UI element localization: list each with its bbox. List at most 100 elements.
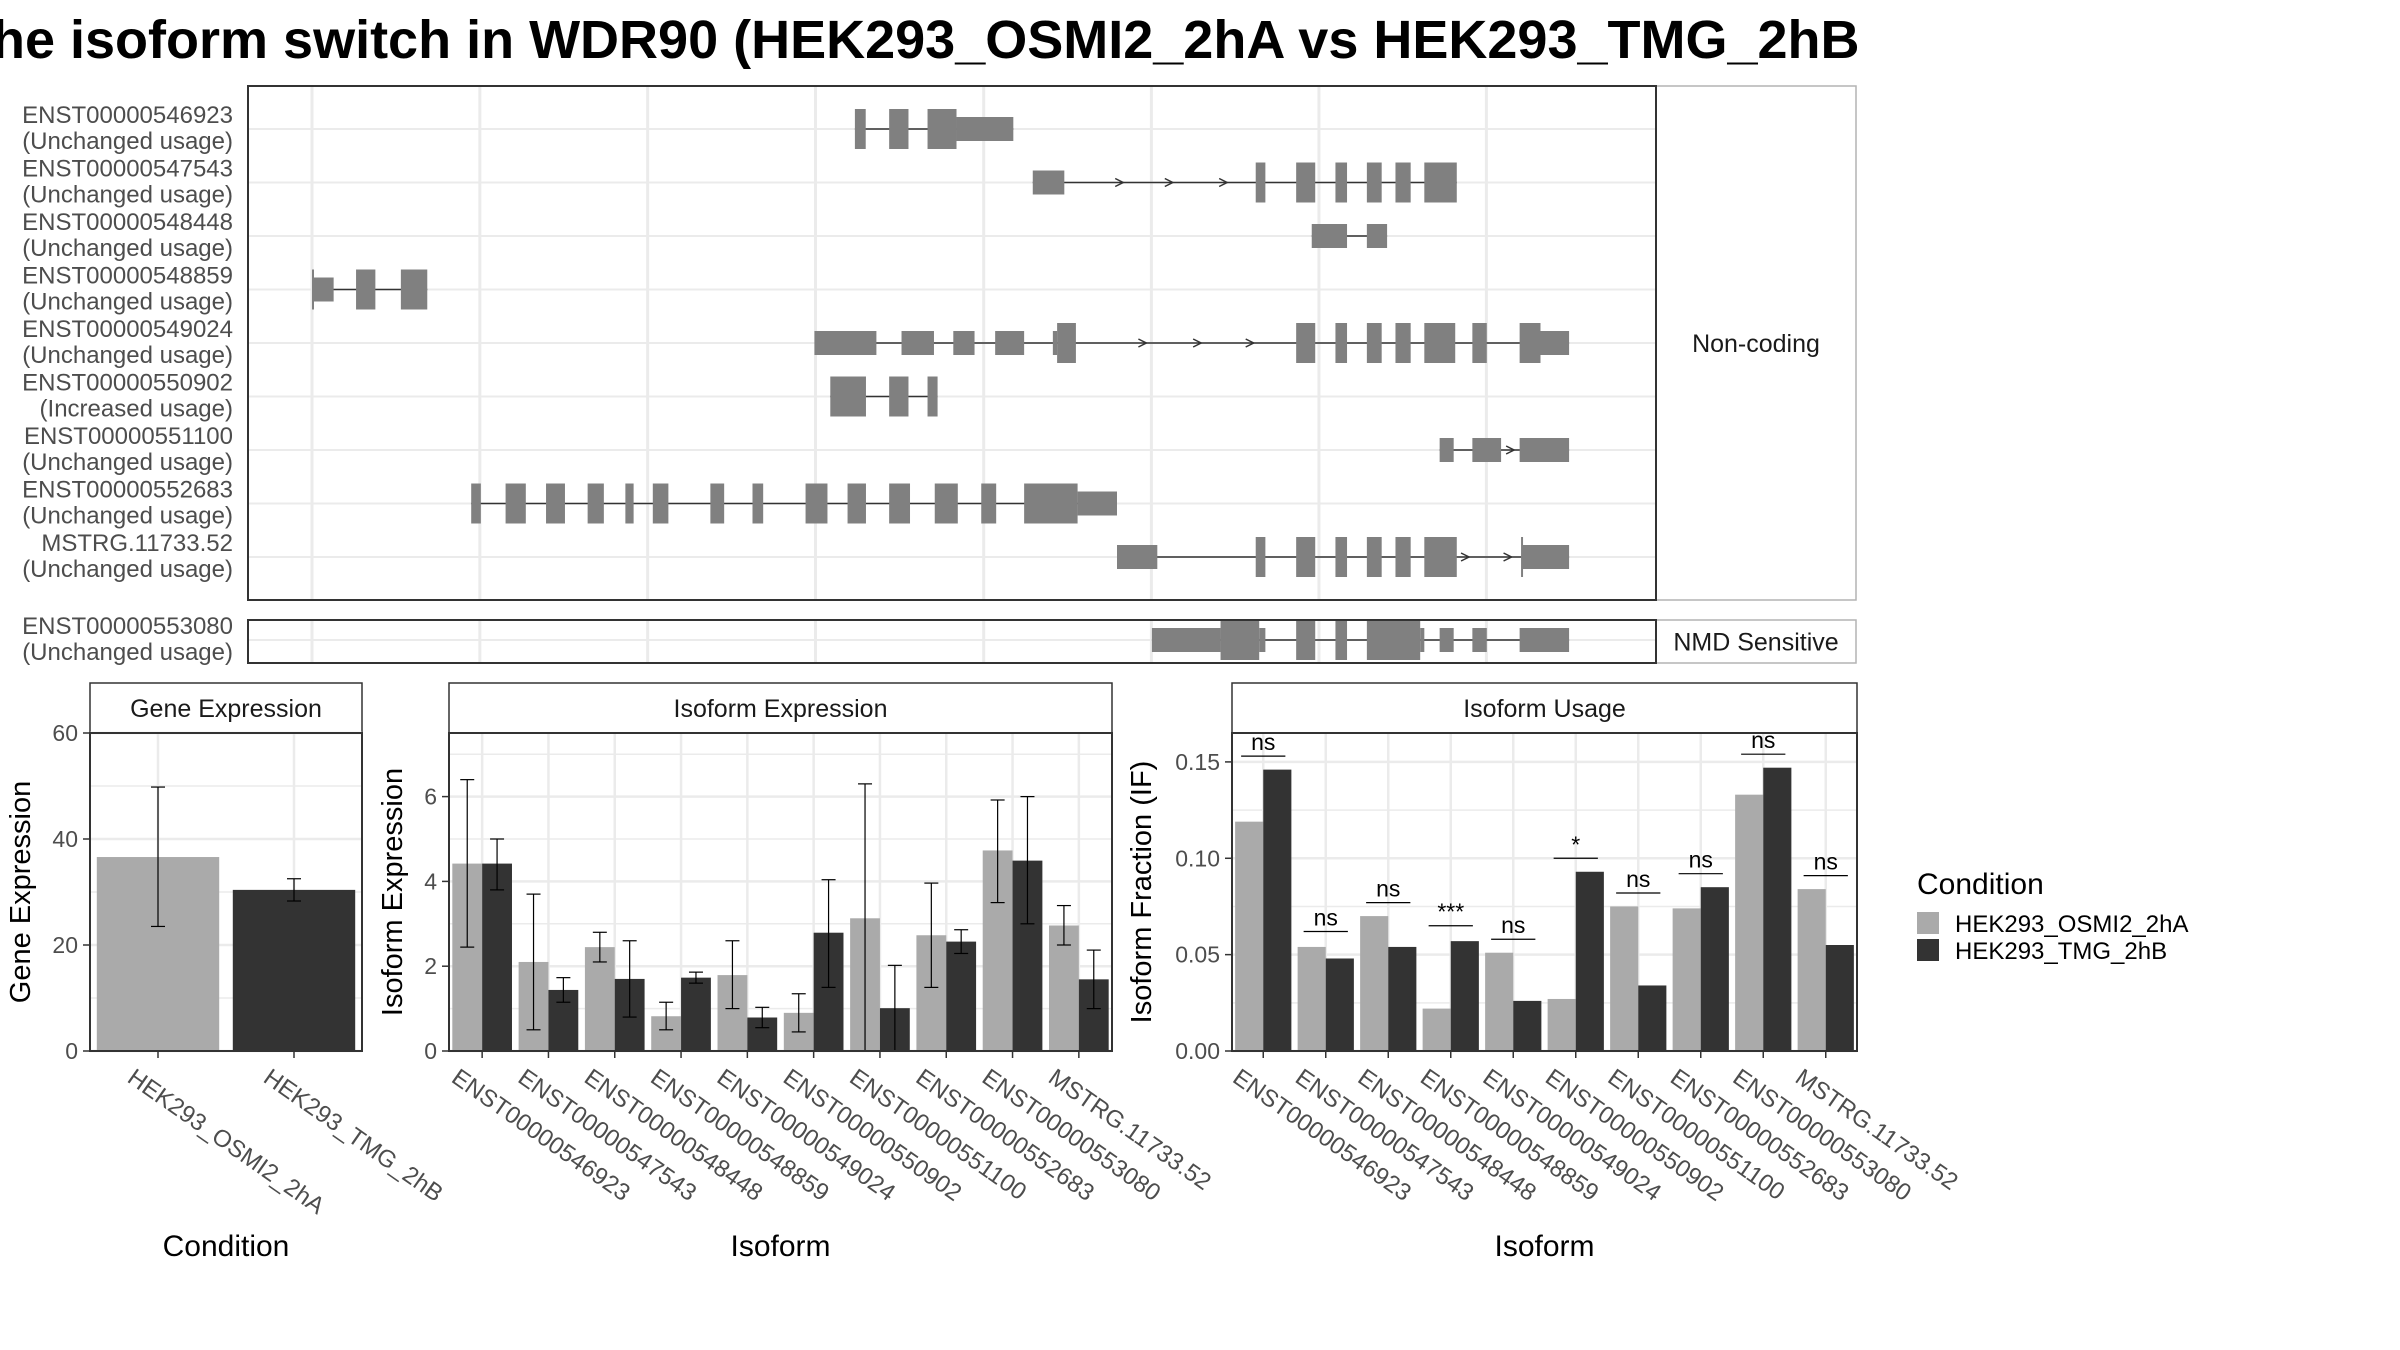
exon-block xyxy=(847,483,866,524)
bar xyxy=(1575,871,1604,1051)
exon-block xyxy=(1395,537,1411,577)
y-tick-label: 0.00 xyxy=(1175,1038,1220,1064)
exon-block xyxy=(505,483,526,524)
exon-block xyxy=(1472,438,1502,462)
exon-block xyxy=(1424,323,1456,363)
transcript-id-label: ENST00000549024 xyxy=(22,316,233,343)
exon-block xyxy=(1024,483,1078,524)
x-axis-title: Isoform xyxy=(1494,1230,1594,1263)
transcript-usage-label: (Unchanged usage) xyxy=(22,128,233,155)
exon-block xyxy=(927,376,938,417)
bar xyxy=(1049,925,1079,1051)
exon-block xyxy=(1052,331,1058,355)
exon-block xyxy=(1439,438,1454,462)
bar xyxy=(1547,998,1576,1051)
exon-block xyxy=(1366,537,1382,577)
facet-strip xyxy=(448,682,1113,734)
exon-block xyxy=(805,483,828,524)
transcript-usage-label: (Unchanged usage) xyxy=(22,639,233,666)
transcript-id-label: ENST00000546923 xyxy=(22,102,233,129)
strand-arrow-icon xyxy=(1164,177,1175,188)
facet-title: Isoform Usage xyxy=(1463,695,1626,723)
exon-block xyxy=(1151,628,1221,652)
exon-block xyxy=(625,483,634,524)
bar xyxy=(1263,769,1292,1051)
bar xyxy=(1735,794,1764,1051)
exon-block xyxy=(901,331,934,355)
transcript-id-label: ENST00000548859 xyxy=(22,263,233,290)
transcript-id-label: ENST00000553080 xyxy=(22,613,233,640)
y-tick-label: 0.15 xyxy=(1175,749,1220,775)
bar xyxy=(232,889,356,1051)
y-tick-label: 40 xyxy=(52,826,78,852)
significance-label: * xyxy=(1571,831,1580,857)
transcript-id-label: ENST00000548448 xyxy=(22,209,233,236)
plot-border xyxy=(448,732,1113,1052)
transcript-usage-label: (Unchanged usage) xyxy=(22,449,233,476)
exon-block xyxy=(546,483,565,524)
bar xyxy=(1450,941,1479,1051)
isoform-expression-chart: Isoform Expression0246ENST00000546923ENS… xyxy=(377,682,1216,1263)
structure-panel-border xyxy=(247,619,1657,664)
y-tick-label: 6 xyxy=(424,784,437,810)
plot-border xyxy=(1231,732,1858,1052)
bar xyxy=(1485,952,1514,1051)
bar xyxy=(1325,958,1354,1051)
exon-block xyxy=(1522,545,1570,569)
legend: Condition HEK293_OSMI2_2hA HEK293_TMG_2h… xyxy=(1917,868,2188,965)
exon-block xyxy=(652,483,669,524)
structure-strip-label: Non-coding xyxy=(1692,330,1820,358)
exon-block xyxy=(1395,162,1411,203)
exon-block xyxy=(1519,323,1541,363)
x-axis-title: Condition xyxy=(163,1230,290,1263)
structure-strip xyxy=(1655,619,1857,664)
significance-label: ns xyxy=(1376,876,1400,902)
exon-block xyxy=(1366,224,1388,248)
exon-block xyxy=(1311,224,1348,248)
exon-block xyxy=(1296,323,1316,363)
exon-block xyxy=(1259,628,1266,652)
significance-label: ns xyxy=(1314,905,1338,931)
y-tick-label: 20 xyxy=(52,932,78,958)
bar xyxy=(1610,906,1639,1051)
significance-label: ns xyxy=(1751,727,1775,753)
exon-block xyxy=(752,483,764,524)
significance-label: ns xyxy=(1501,912,1525,938)
structure-strip-label: NMD Sensitive xyxy=(1673,629,1838,657)
x-axis-title: Isoform xyxy=(730,1230,830,1263)
exon-block xyxy=(1472,628,1487,652)
exon-block xyxy=(953,331,975,355)
bar xyxy=(584,947,615,1051)
exon-block xyxy=(1420,628,1425,652)
exon-block xyxy=(1335,162,1348,203)
exon-block xyxy=(1032,170,1065,195)
transcript-usage-label: (Unchanged usage) xyxy=(22,342,233,369)
transcript-id-label: ENST00000551100 xyxy=(24,423,233,450)
exon-block xyxy=(710,483,725,524)
bar xyxy=(1422,1008,1451,1051)
significance-label: ns xyxy=(1689,847,1713,873)
exon-block xyxy=(1366,162,1382,203)
exon-block xyxy=(889,109,909,149)
y-tick-label: 0 xyxy=(424,1038,437,1064)
legend-label-osmi2: HEK293_OSMI2_2hA xyxy=(1955,911,2188,938)
exon-block xyxy=(1296,537,1316,577)
y-tick-label: 2 xyxy=(424,953,437,979)
exon-block xyxy=(1335,537,1348,577)
exon-block xyxy=(356,269,376,310)
bar xyxy=(482,863,512,1051)
exon-block xyxy=(471,483,481,524)
exon-block xyxy=(1366,323,1382,363)
exon-block xyxy=(1424,537,1457,577)
plot-border xyxy=(89,732,363,1052)
exon-block xyxy=(1424,162,1457,203)
exon-block xyxy=(1395,323,1411,363)
exon-block xyxy=(1255,537,1266,577)
bar xyxy=(946,941,977,1051)
strand-arrow-icon xyxy=(1503,552,1514,562)
y-axis-title: Isoform Expression xyxy=(377,768,409,1016)
bar xyxy=(1825,945,1854,1051)
y-tick-label: 0.05 xyxy=(1175,942,1220,968)
exon-block xyxy=(981,483,997,524)
y-tick-label: 0.10 xyxy=(1175,845,1220,871)
